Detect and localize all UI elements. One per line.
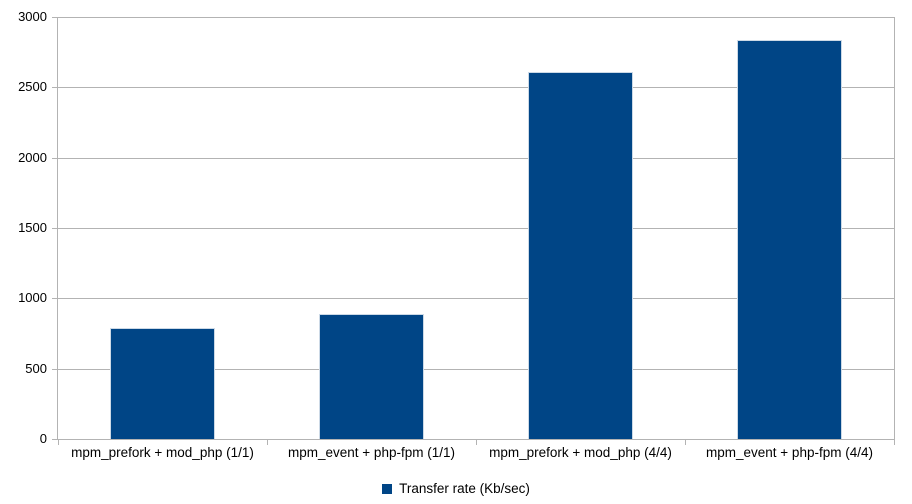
y-axis-tick	[52, 369, 58, 370]
y-tick-label: 2000	[18, 150, 47, 165]
gridline	[58, 87, 894, 88]
y-axis-tick	[52, 298, 58, 299]
y-tick-label: 1000	[18, 290, 47, 305]
y-tick-label: 3000	[18, 9, 47, 24]
gridline	[58, 158, 894, 159]
y-tick-label: 0	[39, 431, 47, 446]
gridline	[58, 17, 894, 18]
x-axis-tick	[894, 439, 895, 445]
gridline	[58, 298, 894, 299]
legend-label: Transfer rate (Kb/sec)	[399, 481, 530, 496]
x-tick-label: mpm_event + php-fpm (4/4)	[706, 445, 873, 460]
y-axis-tick	[52, 228, 58, 229]
legend: Transfer rate (Kb/sec)	[0, 481, 912, 497]
y-axis-tick	[52, 439, 58, 440]
x-tick-label: mpm_prefork + mod_php (1/1)	[71, 445, 254, 460]
y-tick-label: 1500	[18, 220, 47, 235]
x-axis-tick	[476, 439, 477, 445]
legend-swatch-icon	[382, 484, 393, 494]
x-tick-label: mpm_event + php-fpm (1/1)	[288, 445, 455, 460]
gridline	[58, 369, 894, 370]
y-axis-tick	[52, 17, 58, 18]
y-axis-tick	[52, 87, 58, 88]
y-tick-label: 2500	[18, 79, 47, 94]
gridline	[58, 228, 894, 229]
bar-3	[528, 72, 633, 439]
x-axis-tick	[58, 439, 59, 445]
y-tick-label: 500	[25, 361, 47, 376]
bar-1	[110, 328, 215, 439]
y-axis-tick	[52, 158, 58, 159]
bar-4	[737, 40, 842, 439]
x-axis-tick	[267, 439, 268, 445]
plot-area: 0 500 1000 1500 2000 2500 3000 mpm_prefork + mo…	[18, 10, 895, 460]
x-tick-label: mpm_prefork + mod_php (4/4)	[489, 445, 672, 460]
x-axis-tick	[685, 439, 686, 445]
bar-2	[319, 314, 424, 439]
